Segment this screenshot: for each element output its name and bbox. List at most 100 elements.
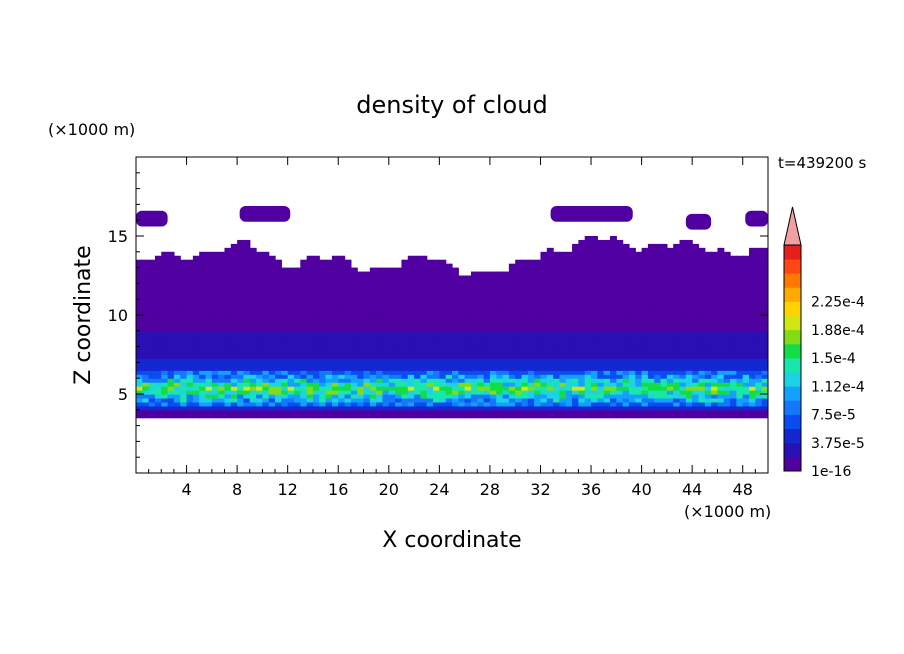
density-cell <box>363 386 371 391</box>
density-cell <box>186 366 194 371</box>
density-cell <box>546 397 554 403</box>
density-cell <box>294 374 301 379</box>
density-cell <box>306 397 314 403</box>
density-cell <box>186 362 194 367</box>
density-cell <box>717 307 725 312</box>
density-cell <box>546 338 554 344</box>
density-cell <box>275 413 282 419</box>
density-cell <box>704 401 712 407</box>
density-cell <box>338 354 346 360</box>
density-cell <box>749 279 756 284</box>
density-cell <box>148 295 156 300</box>
density-cell <box>211 342 219 348</box>
density-cell <box>350 287 358 292</box>
density-cell <box>666 409 674 415</box>
density-cell <box>483 303 491 308</box>
density-cell <box>704 315 712 320</box>
density-cell <box>534 287 542 292</box>
density-cell <box>761 307 768 312</box>
density-cell <box>559 358 567 363</box>
density-cell <box>407 263 415 269</box>
density-cell <box>730 334 737 340</box>
density-cell <box>515 275 523 281</box>
density-cell <box>704 299 712 304</box>
density-cell <box>420 259 428 265</box>
density-cell <box>433 358 440 363</box>
density-cell <box>660 342 668 348</box>
density-cell <box>319 394 327 399</box>
density-cell <box>553 330 561 336</box>
density-cell <box>294 311 301 316</box>
density-cell <box>761 287 768 292</box>
density-cell <box>237 390 245 395</box>
density-cell <box>470 374 478 379</box>
density-cell <box>502 303 510 308</box>
density-cell <box>382 326 390 332</box>
density-cell <box>584 394 592 399</box>
density-cell <box>723 362 731 367</box>
density-cell <box>395 283 403 288</box>
density-cell <box>136 338 143 344</box>
density-cell <box>445 366 453 371</box>
density-cell <box>597 311 605 316</box>
density-cell <box>559 275 567 281</box>
density-cell <box>458 350 466 356</box>
colorbar-swatch <box>784 414 801 430</box>
density-cell <box>654 390 662 395</box>
density-cell <box>610 315 617 320</box>
density-cell <box>654 370 662 375</box>
density-cell <box>458 307 466 312</box>
density-cell <box>666 405 674 411</box>
density-cell <box>136 374 143 379</box>
density-cell <box>736 275 744 281</box>
density-cell <box>268 311 276 316</box>
density-cell <box>407 374 415 379</box>
density-cell <box>275 409 282 415</box>
density-cell <box>312 386 320 391</box>
density-cell <box>679 409 687 415</box>
density-cell <box>275 299 282 304</box>
density-cell <box>249 315 257 320</box>
density-cell <box>363 307 371 312</box>
density-cell <box>584 358 592 363</box>
density-cell <box>502 394 510 399</box>
density-cell <box>515 401 523 407</box>
density-cell <box>508 315 516 320</box>
density-cell <box>515 330 523 336</box>
density-cell <box>142 366 150 371</box>
density-cell <box>559 287 567 292</box>
density-cell <box>679 366 687 371</box>
density-cell <box>603 330 611 336</box>
density-cell <box>294 362 301 367</box>
density-cell <box>515 322 523 328</box>
density-cell <box>376 409 384 415</box>
density-cell <box>717 303 725 308</box>
density-cell <box>192 311 200 316</box>
density-cell <box>275 370 282 375</box>
density-cell <box>205 370 213 375</box>
density-cell <box>224 405 232 411</box>
density-cell <box>161 283 169 288</box>
density-cell <box>344 303 352 308</box>
density-cell <box>180 358 188 363</box>
density-cell <box>376 413 384 419</box>
density-cell <box>565 307 573 312</box>
density-cell <box>401 311 409 316</box>
density-cell <box>685 311 693 316</box>
density-cell <box>704 307 712 312</box>
density-cell <box>414 350 421 356</box>
density-cell <box>755 279 763 284</box>
density-cell <box>736 370 744 375</box>
density-cell <box>685 299 693 304</box>
density-cell <box>262 338 270 344</box>
density-cell <box>534 334 542 340</box>
density-cell <box>647 279 655 284</box>
density-cell <box>578 409 586 415</box>
density-cell <box>597 295 605 300</box>
density-cell <box>660 382 668 387</box>
density-cell <box>300 283 308 288</box>
density-cell <box>142 334 150 340</box>
density-cell <box>199 255 207 261</box>
density-cell <box>224 370 232 375</box>
density-cell <box>287 291 295 296</box>
